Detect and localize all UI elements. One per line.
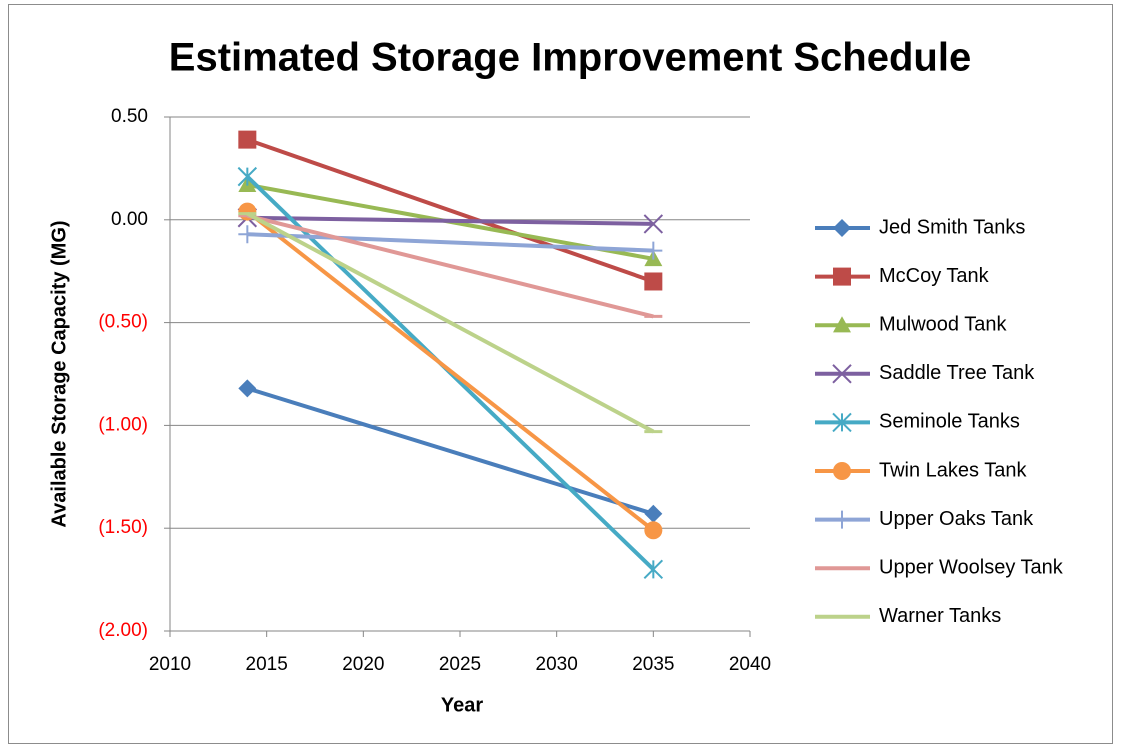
chart-border [8,4,1113,744]
legend-label: Seminole Tanks [879,411,1020,433]
series-line [247,215,654,226]
y-tick-label: (1.50) [98,517,148,538]
y-tick-label: 0.50 [111,106,148,127]
x-tick-label: 2040 [729,654,771,675]
y-axis-label: Available Storage Capacity (MG) [48,220,70,527]
marker [833,316,851,333]
marker [644,241,663,260]
marker [238,130,257,149]
x-tick-label: 2030 [536,654,578,675]
marker [644,272,663,291]
legend-label: Mulwood Tank [879,313,1007,335]
x-tick-label: 2015 [246,654,288,675]
marker [643,214,664,234]
legend-label: Saddle Tree Tank [879,362,1035,384]
chart-title: Estimated Storage Improvement Schedule [169,36,971,80]
marker [833,510,851,529]
marker [833,462,851,480]
series-line [246,213,654,319]
y-tick-label: (2.00) [98,620,148,641]
x-tick-label: 2020 [342,654,384,675]
series-line [246,386,654,516]
y-tick-label: (0.50) [98,312,148,333]
marker [833,267,851,286]
x-tick-label: 2025 [439,654,481,675]
legend-label: Upper Oaks Tank [879,508,1034,530]
legend-label: Warner Tanks [879,605,1001,627]
series-line [246,210,655,532]
marker [833,219,851,237]
marker [832,412,852,433]
x-tick-label: 2035 [632,654,674,675]
marker [644,504,663,523]
legend-label: Upper Woolsey Tank [879,556,1064,578]
series-line [247,232,654,253]
marker [238,225,257,244]
marker [644,521,663,540]
legend-label: Jed Smith Tanks [879,216,1025,238]
marker [237,166,258,187]
marker [643,559,664,580]
y-tick-label: (1.00) [98,414,148,435]
marker [238,379,257,398]
series-line [246,211,655,434]
y-tick-label: 0.00 [111,209,148,230]
x-axis-label: Year [441,694,483,716]
x-tick-label: 2010 [149,654,191,675]
marker [832,364,852,384]
legend-label: McCoy Tank [879,265,990,287]
series-line [246,137,654,284]
legend-label: Twin Lakes Tank [879,459,1027,481]
